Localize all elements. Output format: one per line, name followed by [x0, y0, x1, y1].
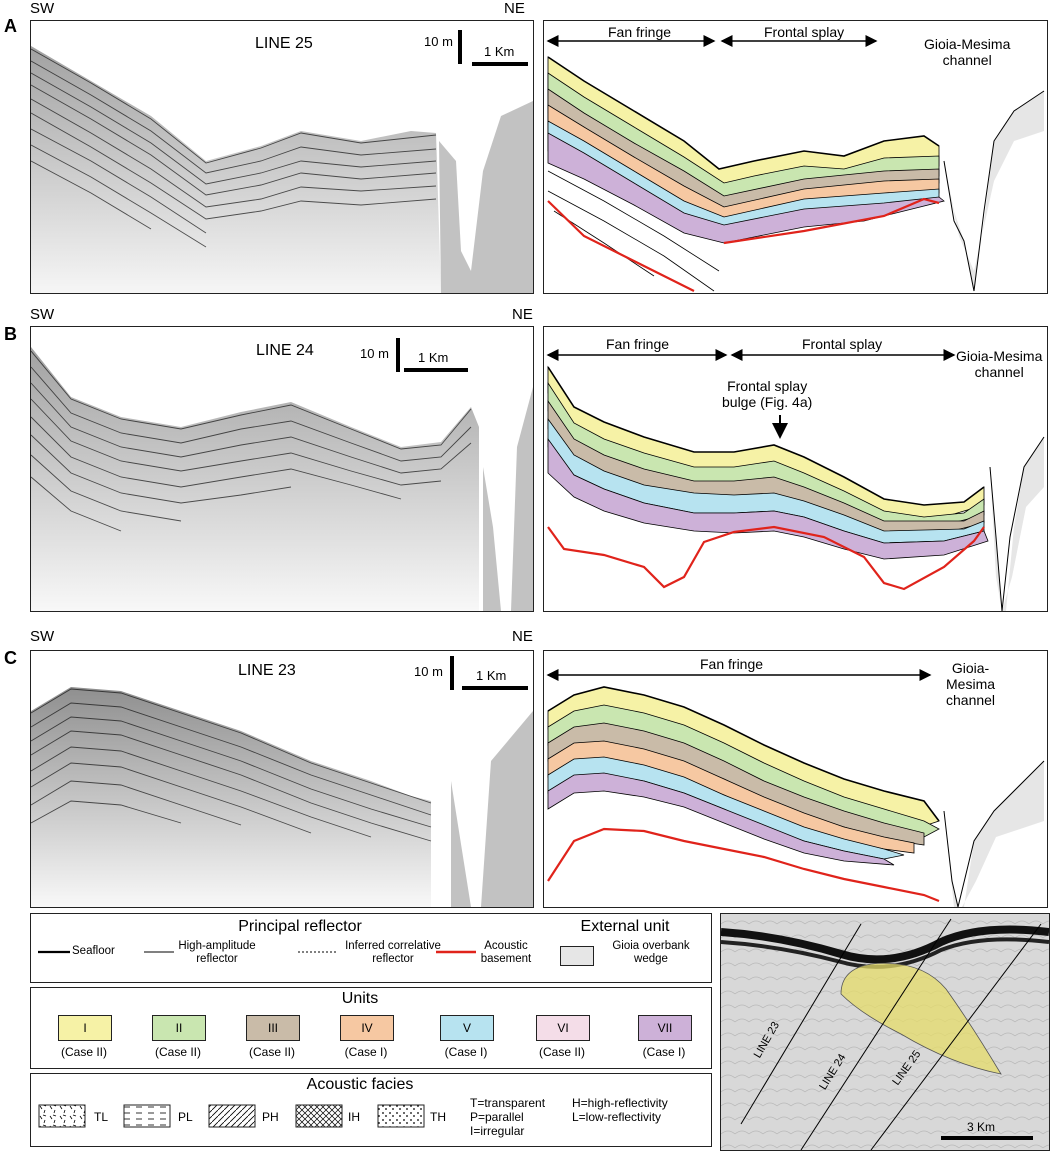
seismic-image-b: [31, 347, 533, 611]
legend-units-title: Units: [341, 990, 379, 1007]
unit-iii-case: (Case II): [248, 1045, 295, 1059]
panel-c-seismic-profile: [30, 650, 534, 908]
panel-a-channel-label: Gioia-Mesima channel: [924, 36, 1011, 68]
map-scale-label: 3 Km: [967, 1120, 996, 1134]
panel-c-hscale-label: 1 Km: [476, 668, 507, 683]
panel-c-zone-fan-fringe: Fan fringe: [700, 656, 764, 672]
unit-iv-swatch: IV: [340, 1015, 394, 1041]
panel-c-vscale-bar: [450, 656, 454, 690]
panel-a-vscale-label: 10 m: [424, 34, 453, 49]
panel-a-zone-fan-fringe: Fan fringe: [608, 24, 672, 40]
facies-th-label: TH: [430, 1110, 446, 1124]
panel-a-ne: NE: [504, 0, 525, 17]
legend-reflector-box: [30, 913, 712, 983]
panel-c-label: C: [4, 648, 17, 668]
legend-inferred-label: Inferred correlative reflector: [345, 940, 441, 965]
panel-b-zone-frontal-splay: Frontal splay: [802, 336, 883, 352]
panel-a-sw: SW: [30, 0, 55, 17]
panel-b-hscale-bar: [404, 368, 468, 372]
panel-b-sw: SW: [30, 306, 55, 323]
seismic-image-a: [31, 46, 533, 293]
legend-reflector-symbols: [38, 950, 476, 954]
panel-c-channel-label: Gioia- Mesima channel: [946, 660, 996, 708]
unit-ii-swatch: II: [152, 1015, 206, 1041]
unit-i-case: (Case II): [60, 1045, 107, 1059]
unit-v-swatch: V: [440, 1015, 494, 1041]
panel-b-zone-fan-fringe: Fan fringe: [606, 336, 670, 352]
legend-overbank-swatch: [560, 946, 594, 966]
interpretation-drawing-c: [546, 669, 1045, 907]
unit-iii-swatch: III: [246, 1015, 300, 1041]
panel-b-channel-label: Gioia-Mesima channel: [956, 348, 1043, 380]
unit-vi-swatch: VI: [536, 1015, 590, 1041]
legend-seafloor-label: Seafloor: [72, 945, 115, 957]
legend-overbank-label: Gioia overbank wedge: [612, 940, 690, 965]
location-map-drawing: [721, 914, 1049, 1150]
facies-pl-label: PL: [178, 1110, 193, 1124]
unit-ii-case: (Case II): [154, 1045, 201, 1059]
panel-b-line-title: LINE 24: [256, 342, 314, 359]
panel-b-vscale-bar: [396, 338, 400, 372]
panel-a-hscale-label: 1 Km: [484, 44, 515, 59]
panel-c-line-title: LINE 23: [238, 662, 296, 679]
panel-a-line-title: LINE 25: [255, 35, 313, 52]
panel-a-seismic-profile: [30, 20, 534, 294]
legend-facies-swatches: [38, 1104, 425, 1128]
legend-basement-label: Acoustic basement: [480, 940, 532, 965]
legend-external-title: External unit: [580, 918, 670, 935]
legend-high-amplitude-label: High-amplitude reflector: [178, 940, 256, 965]
panel-a-interpretation: [543, 20, 1048, 294]
seismic-image-c: [31, 687, 533, 907]
unit-v-case: (Case I): [444, 1045, 488, 1059]
facies-tl-label: TL: [94, 1110, 109, 1124]
unit-vii-swatch: VII: [638, 1015, 692, 1041]
legend-reflector-title: Principal reflector: [238, 918, 362, 935]
facies-ph-label: PH: [262, 1110, 279, 1124]
panel-a-vscale-bar: [458, 30, 462, 64]
panel-b-bulge-annotation: Frontal splay bulge (Fig. 4a): [722, 378, 813, 410]
panel-c-hscale-bar: [462, 686, 528, 690]
location-map: LINE 23 LINE 24 LINE 25 3 Km: [720, 913, 1050, 1151]
panel-c-sw: SW: [30, 628, 55, 645]
unit-vi-case: (Case II): [538, 1045, 585, 1059]
panel-a-label: A: [4, 16, 17, 36]
panel-b-label: B: [4, 324, 17, 344]
unit-vii-case: (Case I): [642, 1045, 686, 1059]
unit-iv-case: (Case I): [344, 1045, 388, 1059]
interpretation-drawing-a: [546, 35, 1045, 292]
panel-b-seismic-profile: [30, 326, 534, 612]
facies-key-2: H=high-reflectivity L=low-reflectivity: [572, 1096, 668, 1124]
unit-i-swatch: I: [58, 1015, 112, 1041]
panel-c-interpretation: [543, 650, 1048, 908]
facies-key-1: T=transparent P=parallel I=irregular: [470, 1096, 546, 1138]
panel-b-vscale-label: 10 m: [360, 346, 389, 361]
panel-b-ne: NE: [512, 306, 533, 323]
legend-facies-title: Acoustic facies: [306, 1076, 414, 1093]
panel-c-ne: NE: [512, 628, 533, 645]
panel-b-hscale-label: 1 Km: [418, 350, 449, 365]
facies-ih-label: IH: [348, 1110, 360, 1124]
panel-c-vscale-label: 10 m: [414, 664, 443, 679]
interpretation-drawing-b: [546, 349, 1045, 611]
panel-a-zone-frontal-splay: Frontal splay: [764, 24, 845, 40]
panel-b-interpretation: [543, 326, 1048, 612]
panel-a-hscale-bar: [472, 62, 528, 66]
